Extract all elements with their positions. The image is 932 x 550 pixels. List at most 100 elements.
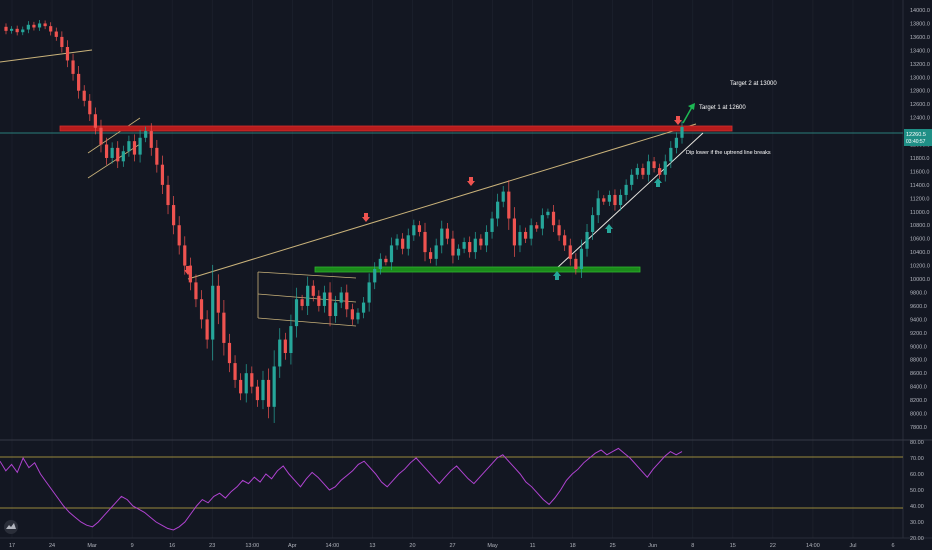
early-trendline <box>0 49 93 63</box>
candle-body <box>641 168 645 175</box>
price-tick-label: 13600.0 <box>910 35 930 41</box>
candle-body <box>32 24 36 28</box>
candle-body <box>250 373 254 387</box>
candle-body <box>518 231 522 246</box>
candle-body <box>468 242 472 253</box>
candle-body <box>434 245 438 259</box>
candle-body <box>205 319 209 340</box>
price-tick-label: 11800.0 <box>910 156 929 162</box>
candle-body <box>116 147 120 162</box>
candle-body <box>132 141 137 155</box>
sell-arrow-icon <box>184 266 192 275</box>
price-axis[interactable]: 14000.0 13800.0 13600.0 13400.0 13200.0 13000… <box>910 8 930 431</box>
candle-body <box>602 198 606 202</box>
candle-body <box>350 309 354 320</box>
time-tick-label: 23 <box>209 543 215 549</box>
time-tick-label: 16 <box>169 543 175 549</box>
candle-body <box>272 366 276 407</box>
candle-body <box>652 161 656 169</box>
price-tick-label: 14000.0 <box>910 8 930 14</box>
candle-body <box>490 218 494 232</box>
time-tick-label: 17 <box>9 543 15 549</box>
candle-body <box>423 231 427 253</box>
rsi-tick-label: 70.00 <box>910 456 924 462</box>
candle-body <box>328 292 332 317</box>
sell-arrow-icon <box>467 177 475 186</box>
candle-body <box>26 24 30 30</box>
time-tick-label: Jul <box>849 543 856 549</box>
candle-body <box>15 28 19 33</box>
candle-body <box>669 147 673 162</box>
time-tick-label: 27 <box>449 543 455 549</box>
candle-body <box>401 238 405 249</box>
candle-body <box>658 168 662 175</box>
candle-body <box>624 184 628 195</box>
candle-body <box>60 36 64 47</box>
time-tick-label: 18 <box>570 543 576 549</box>
current-price-value: 12260.5 <box>906 132 926 138</box>
candle-body <box>294 299 299 327</box>
price-tick-label: 10400.0 <box>910 250 930 256</box>
support-zone <box>314 266 641 273</box>
candle-body <box>211 285 215 340</box>
candle-body <box>412 225 416 236</box>
candle-body <box>43 23 47 27</box>
candle-body <box>395 238 399 246</box>
candle-body <box>646 161 651 175</box>
time-tick-label: 11 <box>530 543 536 549</box>
drawings <box>0 49 733 327</box>
time-tick-label: May <box>487 543 498 549</box>
price-tick-label: 13400.0 <box>910 48 930 54</box>
candle-body <box>456 248 461 256</box>
price-tick-label: 9400.0 <box>910 317 927 323</box>
candle-body <box>88 100 92 115</box>
current-price-timer: 03:40:57 <box>906 139 926 145</box>
candle-body <box>356 312 360 320</box>
candle-body <box>535 225 539 229</box>
channel-line-lower <box>87 143 141 179</box>
candle-body <box>339 292 343 303</box>
candle-body <box>138 137 142 155</box>
candle-body <box>479 238 483 246</box>
candle-body <box>283 339 287 354</box>
price-tick-label: 9000.0 <box>910 344 927 350</box>
candle-body <box>630 174 634 185</box>
candle-body <box>334 302 338 317</box>
target-1-label: Target 1 at 12600 <box>699 105 746 111</box>
candle-body <box>674 137 679 148</box>
price-tick-label: 10600.0 <box>910 237 930 243</box>
price-tick-label: 11400.0 <box>910 183 929 189</box>
candle-body <box>317 295 321 306</box>
price-tick-label: 8400.0 <box>910 385 927 391</box>
candle-body <box>155 147 159 165</box>
candle-body <box>579 248 584 269</box>
target-arrow-line <box>682 106 693 124</box>
candle-body <box>512 218 516 246</box>
current-price-tag <box>904 129 932 146</box>
candle-body <box>239 379 243 394</box>
rsi-tick-label: 50.00 <box>910 488 924 494</box>
price-tick-label: 10200.0 <box>910 264 930 270</box>
candle-body <box>160 164 165 185</box>
candle-body <box>149 131 153 148</box>
candle-body <box>563 235 567 246</box>
candle-body <box>607 194 611 202</box>
candle-body <box>585 231 589 249</box>
time-tick-label: 13:00 <box>245 543 259 549</box>
candle-body <box>557 225 561 236</box>
price-tick-label: 9800.0 <box>910 290 927 296</box>
candle-body <box>194 282 198 300</box>
price-tick-label: 13200.0 <box>910 62 930 68</box>
time-axis[interactable]: 17 24 Mar 9 16 23 13:00 Apr 14:00 13 20 27 May 11 18 25… <box>9 543 895 549</box>
candle-body <box>322 292 327 306</box>
rsi-axis[interactable]: 80.00 70.00 60.00 50.00 40.00 30.00 20.00 <box>910 440 924 542</box>
candle-body <box>574 258 578 269</box>
flag-line-lower <box>257 317 357 327</box>
candle-body <box>49 26 53 32</box>
price-tick-label: 12400.0 <box>910 116 930 122</box>
channel-line-upper <box>87 117 141 154</box>
target-2-label: Target 2 at 13000 <box>730 81 777 87</box>
time-tick-label: Mar <box>87 543 97 549</box>
